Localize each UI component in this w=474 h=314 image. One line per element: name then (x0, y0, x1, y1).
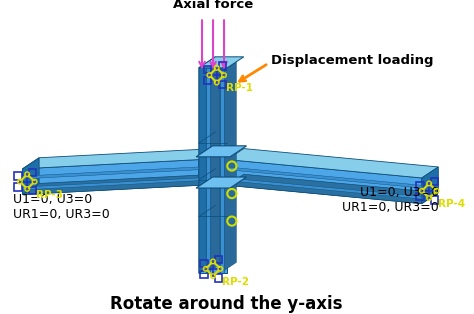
Polygon shape (23, 160, 199, 194)
Polygon shape (227, 149, 438, 178)
Polygon shape (227, 160, 422, 204)
Polygon shape (199, 57, 215, 273)
Polygon shape (23, 174, 215, 194)
Polygon shape (227, 178, 422, 199)
Text: U1=0, U3=0
UR1=0, UR3=0: U1=0, U3=0 UR1=0, UR3=0 (343, 186, 439, 214)
Polygon shape (422, 167, 438, 204)
Text: Displacement loading: Displacement loading (271, 54, 434, 67)
Polygon shape (199, 68, 227, 273)
Text: RP-1: RP-1 (226, 84, 253, 94)
Polygon shape (23, 149, 215, 169)
Polygon shape (206, 68, 210, 273)
Text: U1=0, U3=0
UR1=0, UR3=0: U1=0, U3=0 UR1=0, UR3=0 (13, 193, 110, 221)
Polygon shape (199, 57, 244, 68)
Text: Rotate around the y-axis: Rotate around the y-axis (110, 295, 343, 313)
Polygon shape (23, 167, 199, 179)
Polygon shape (227, 174, 438, 204)
Text: RP-2: RP-2 (222, 277, 249, 287)
Text: RP-3: RP-3 (36, 190, 64, 200)
Polygon shape (196, 146, 246, 157)
Polygon shape (206, 57, 223, 273)
Polygon shape (227, 167, 422, 188)
Polygon shape (220, 57, 237, 273)
Polygon shape (220, 68, 224, 273)
Text: Axial force: Axial force (173, 0, 253, 11)
Polygon shape (196, 177, 246, 188)
Text: RP-4: RP-4 (438, 199, 465, 209)
Polygon shape (23, 178, 199, 190)
Polygon shape (23, 158, 39, 194)
